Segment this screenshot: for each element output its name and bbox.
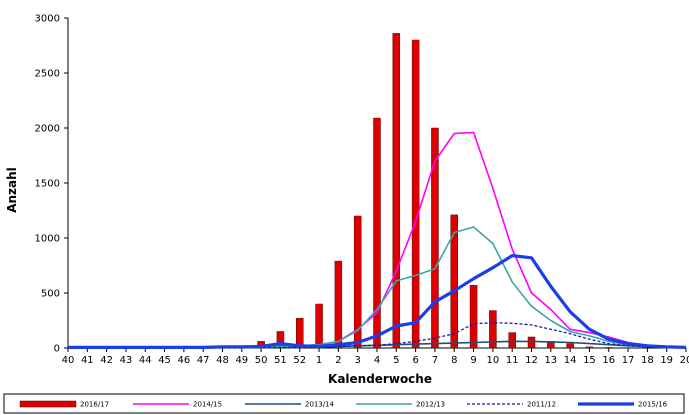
line-series-2015-16: [68, 254, 687, 349]
bar-2016-17-15: [585, 346, 594, 349]
x-tick-label: 43: [120, 355, 133, 366]
legend-label-2013-14: 2013/14: [305, 401, 335, 409]
x-tick-label: 14: [564, 355, 577, 366]
legend-swatch-2016-17: [19, 400, 77, 408]
bar-2016-17-1: [315, 303, 323, 349]
x-tick-label: 51: [274, 355, 287, 366]
x-tick-label: 9: [470, 355, 476, 366]
legend-label-2011-12: 2011/12: [527, 401, 556, 409]
bar-2016-17-52: [296, 318, 304, 349]
x-tick-label: 18: [641, 355, 654, 366]
x-tick-label: 8: [451, 355, 457, 366]
bar-2016-17-10: [489, 310, 497, 349]
x-tick-label: 41: [81, 355, 94, 366]
legend-label-2016-17: 2016/17: [80, 401, 109, 409]
y-tick-label: 3000: [35, 14, 60, 25]
x-tick-label: 1: [316, 355, 322, 366]
bar-2016-17-2: [334, 260, 343, 349]
x-tick-label: 44: [139, 355, 152, 366]
bar-2016-17-11: [508, 332, 516, 349]
x-tick-label: 52: [293, 355, 306, 366]
x-tick-label: 7: [432, 355, 438, 366]
x-tick-label: 46: [178, 355, 191, 366]
y-tick-label: 1500: [35, 179, 60, 190]
x-tick-label: 19: [660, 355, 673, 366]
x-tick-label: 15: [583, 355, 596, 366]
bar-2016-17-9: [469, 285, 478, 349]
legend-label-2015-16: 2015/16: [638, 401, 668, 409]
x-tick-label: 12: [525, 355, 538, 366]
y-tick-label: 1000: [35, 234, 60, 245]
bar-2016-17-5: [392, 33, 401, 349]
bar-2016-17-4: [373, 117, 381, 349]
y-tick-label: 2000: [35, 124, 60, 135]
x-tick-label: 11: [506, 355, 519, 366]
bar-2016-17-12: [527, 336, 536, 349]
bar-2016-17-7: [431, 127, 439, 349]
x-tick-label: 6: [412, 355, 418, 366]
x-tick-label: 20: [680, 355, 689, 366]
x-tick-label: 4: [374, 355, 380, 366]
legend-label-2012-13: 2012/13: [416, 401, 445, 409]
x-tick-label: 49: [235, 355, 248, 366]
legend: 2016/17 2014/15 2013/14 2012/13 2011/12 2015/…: [3, 393, 685, 414]
x-tick-label: 17: [622, 355, 635, 366]
y-tick-label: 500: [41, 289, 60, 300]
legend-box: [3, 393, 685, 414]
x-axis-title: Kalenderwoche: [328, 372, 432, 386]
x-tick-label: 47: [197, 355, 210, 366]
legend-label-2014-15: 2014/15: [193, 401, 222, 409]
x-tick-label: 2: [335, 355, 341, 366]
x-tick-label: 3: [355, 355, 361, 366]
x-tick-label: 40: [62, 355, 75, 366]
bar-2016-17-3: [353, 215, 362, 349]
y-axis-title: Anzahl: [5, 167, 19, 213]
y-tick-label: 2500: [35, 69, 60, 80]
x-tick-label: 48: [216, 355, 229, 366]
bar-2016-17-6: [411, 39, 420, 349]
bar-2016-17-8: [450, 214, 458, 349]
x-tick-label: 13: [544, 355, 557, 366]
bar-2016-17-16: [605, 347, 613, 349]
x-tick-label: 10: [487, 355, 500, 366]
x-tick-label: 45: [158, 355, 171, 366]
x-tick-label: 42: [100, 355, 113, 366]
x-tick-label: 50: [255, 355, 268, 366]
y-tick-label: 0: [54, 344, 60, 355]
x-tick-label: 16: [602, 355, 615, 366]
bar-2016-17-14: [566, 343, 574, 349]
x-tick-label: 5: [393, 355, 399, 366]
